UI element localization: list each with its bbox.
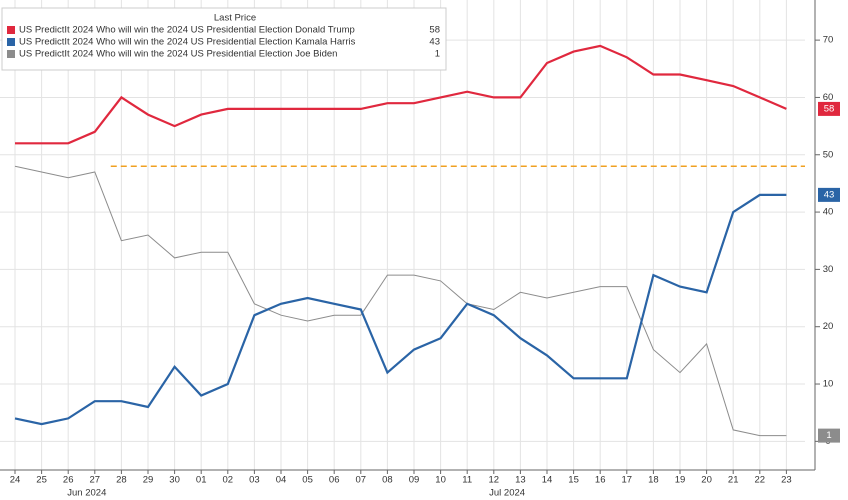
- x-tick-label: 28: [116, 475, 127, 486]
- x-tick-label: 02: [223, 475, 234, 486]
- x-tick-label: 20: [701, 475, 712, 486]
- last-value-label: 43: [824, 189, 835, 200]
- x-tick-label: 10: [435, 475, 446, 486]
- y-tick-label: 30: [823, 264, 834, 275]
- x-tick-label: 30: [169, 475, 180, 486]
- y-tick-label: 20: [823, 321, 834, 332]
- last-value-label: 1: [826, 430, 831, 441]
- x-tick-label: 22: [755, 475, 766, 486]
- legend-label: US PredictIt 2024 Who will win the 2024 …: [19, 25, 355, 36]
- last-value-box: [818, 428, 840, 443]
- x-tick-label: 12: [489, 475, 500, 486]
- x-tick-label: 25: [36, 475, 47, 486]
- x-tick-label: 27: [90, 475, 101, 486]
- x-tick-label: 19: [675, 475, 686, 486]
- x-tick-label: 03: [249, 475, 260, 486]
- legend-label: US PredictIt 2024 Who will win the 2024 …: [19, 49, 337, 60]
- last-value-label: 58: [824, 103, 835, 114]
- x-tick-label: 14: [542, 475, 553, 486]
- x-tick-label: 29: [143, 475, 154, 486]
- legend-value: 58: [429, 25, 440, 36]
- x-tick-label: 11: [462, 475, 472, 486]
- x-tick-label: 21: [728, 475, 739, 486]
- x-tick-label: 15: [568, 475, 579, 486]
- x-tick-label: 24: [10, 475, 21, 486]
- x-tick-label: 01: [196, 475, 207, 486]
- y-tick-label: 60: [823, 92, 834, 103]
- x-tick-label: 16: [595, 475, 606, 486]
- last-value-box: [818, 187, 840, 202]
- x-tick-label: 18: [648, 475, 659, 486]
- x-tick-label: 07: [356, 475, 367, 486]
- legend-value: 1: [435, 49, 440, 60]
- x-tick-label: 26: [63, 475, 74, 486]
- x-tick-label: 13: [515, 475, 526, 486]
- x-group-label: Jul 2024: [489, 488, 525, 499]
- series-line: [14, 165, 787, 437]
- legend-title: Last Price: [214, 13, 256, 24]
- y-tick-label: 40: [823, 207, 834, 218]
- x-tick-label: 05: [302, 475, 313, 486]
- legend-label: US PredictIt 2024 Who will win the 2024 …: [19, 37, 356, 48]
- last-value-box: [818, 101, 840, 116]
- x-tick-label: 04: [276, 475, 287, 486]
- legend-value: 43: [429, 37, 440, 48]
- legend: Last Price US PredictIt 2024 Who will wi…: [1, 7, 447, 71]
- y-tick-label: 70: [823, 35, 834, 46]
- x-tick-label: 23: [781, 475, 792, 486]
- legend-swatch: [7, 38, 15, 46]
- x-tick-label: 08: [382, 475, 393, 486]
- legend-swatch: [7, 26, 15, 34]
- y-tick-label: 50: [823, 149, 834, 160]
- x-group-label: Jun 2024: [67, 488, 106, 499]
- series-line: [15, 44, 787, 145]
- x-tick-label: 17: [622, 475, 633, 486]
- series-line: [14, 193, 787, 426]
- legend-box: [1, 7, 447, 71]
- x-tick-label: 09: [409, 475, 420, 486]
- legend-swatch: [7, 50, 15, 58]
- x-tick-label: 06: [329, 475, 340, 486]
- y-tick-label: 10: [823, 379, 834, 390]
